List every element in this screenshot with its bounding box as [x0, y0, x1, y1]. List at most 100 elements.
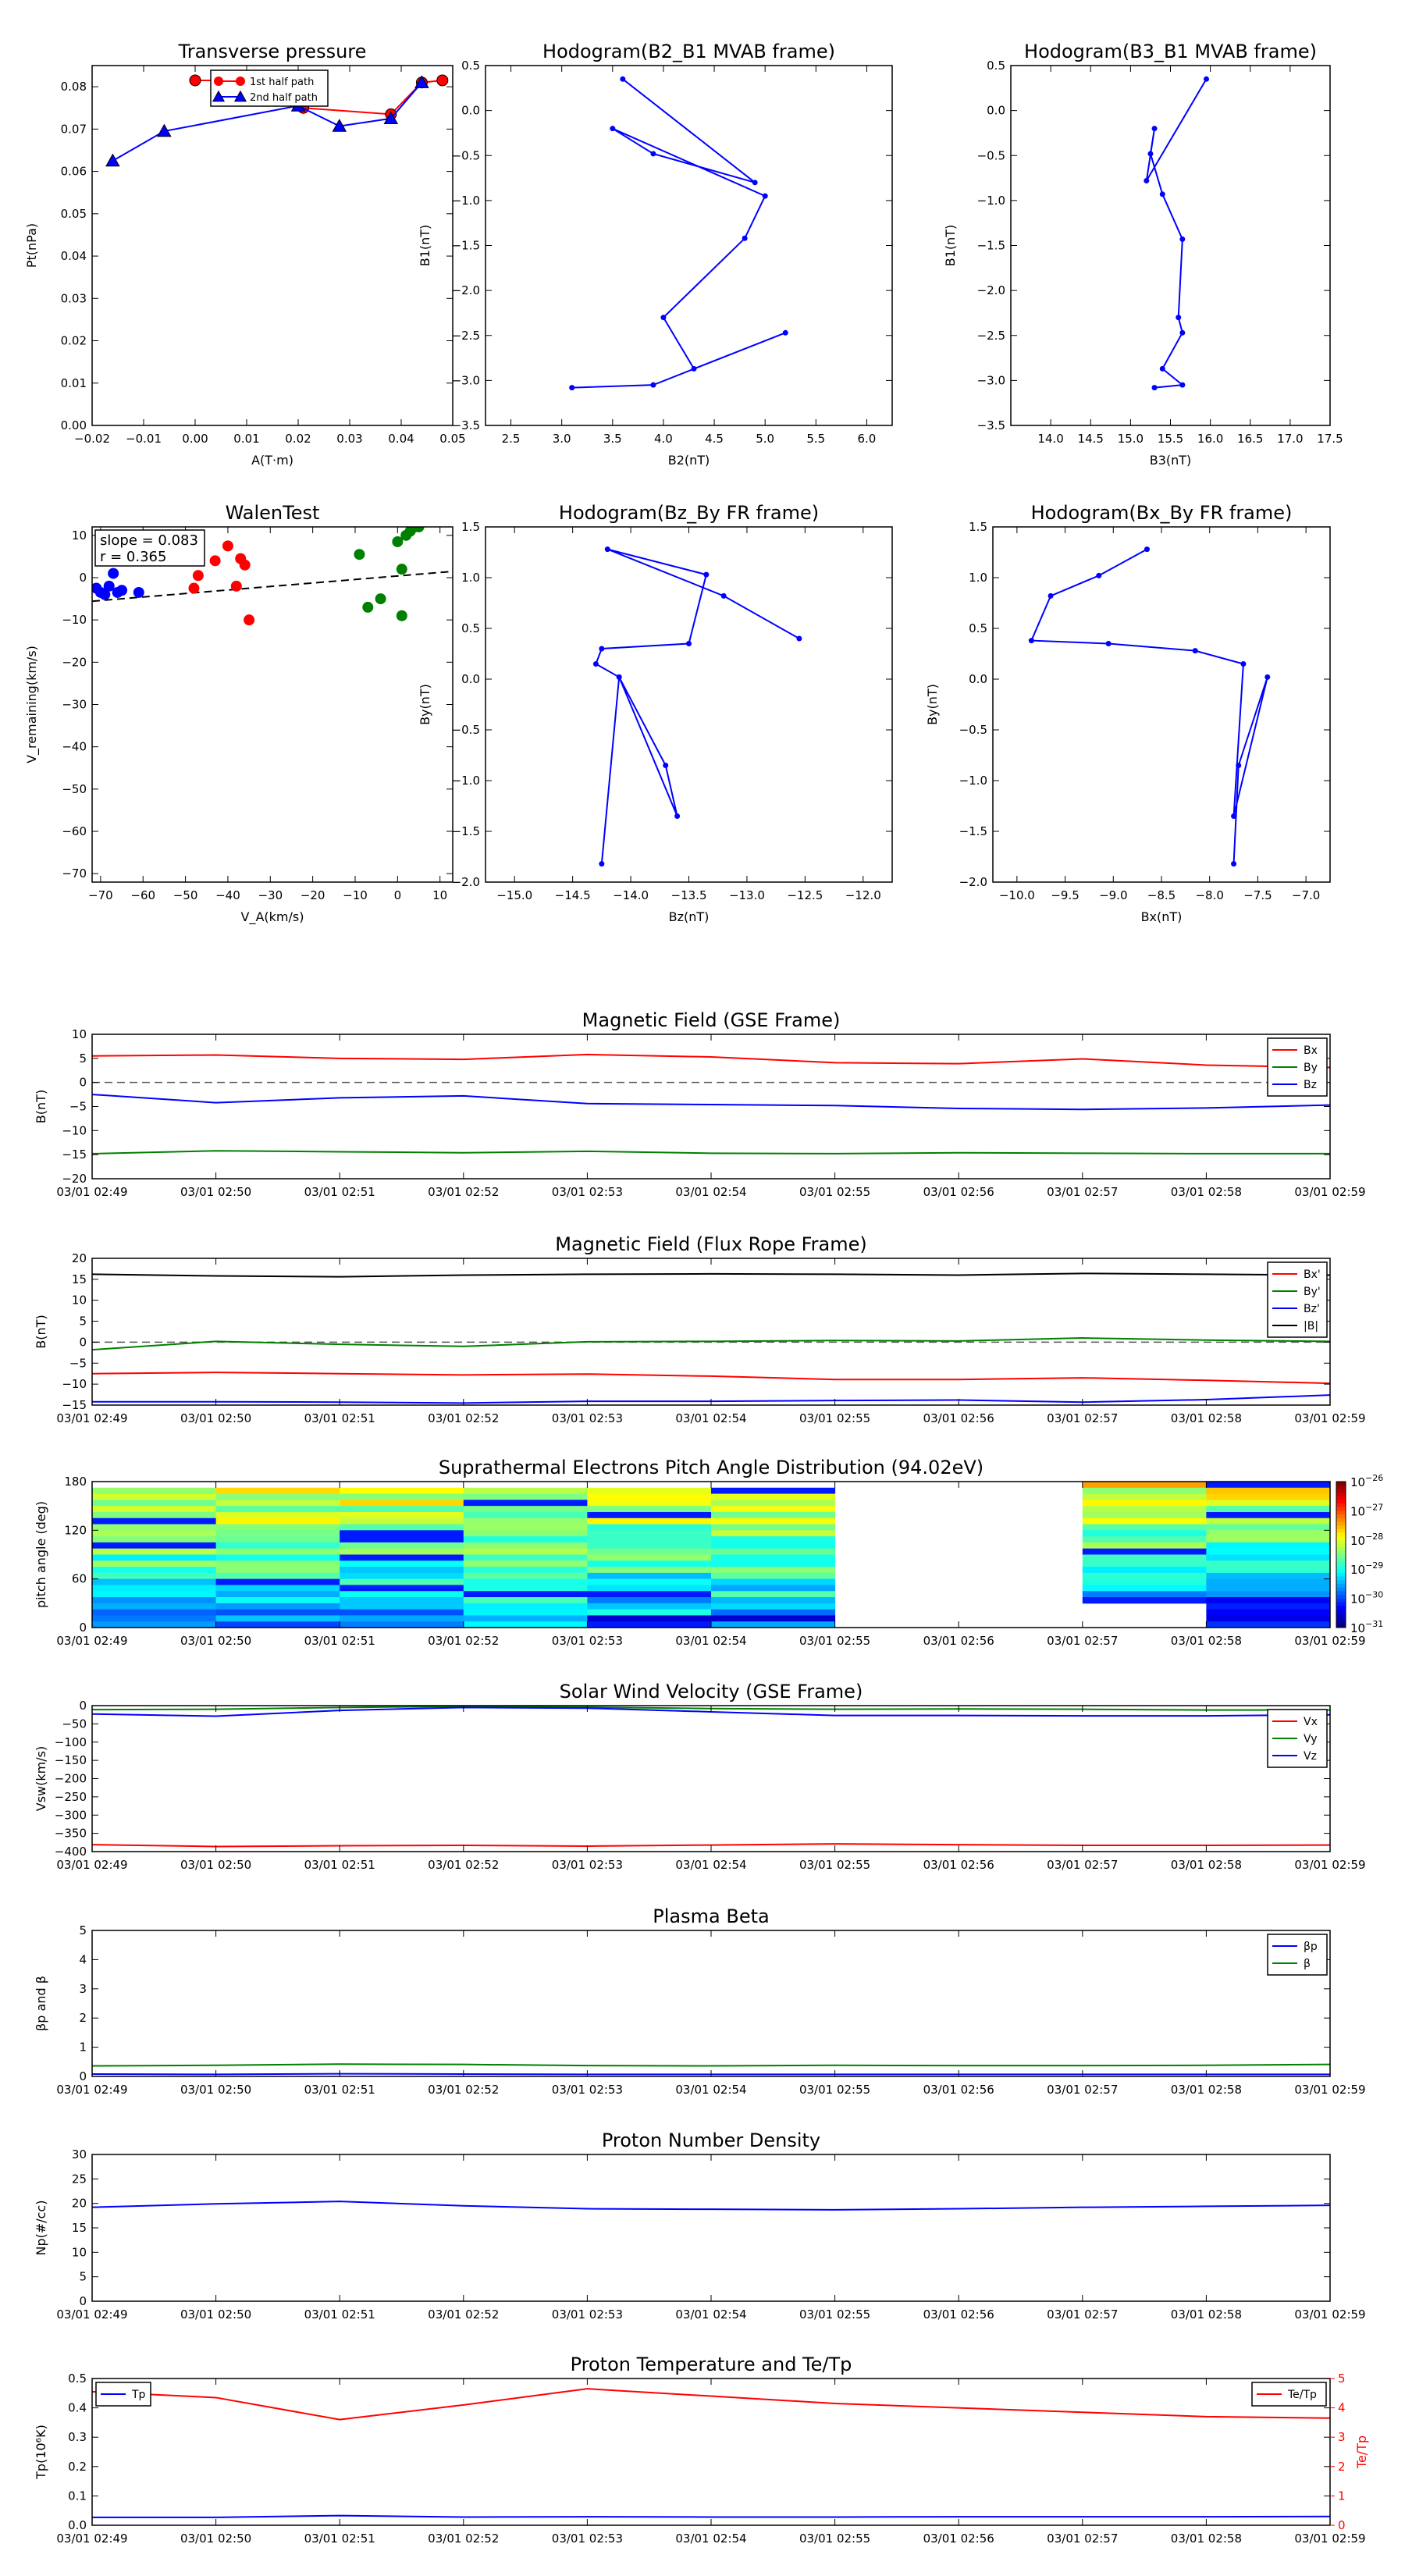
- x-tick-label: −0.02: [74, 432, 110, 446]
- data-point: [209, 555, 221, 567]
- heatmap-cell: [1206, 1542, 1331, 1550]
- data-point: [233, 90, 247, 102]
- heatmap-cell: [340, 1591, 464, 1598]
- heatmap-cell: [1206, 1506, 1331, 1513]
- chart-pad: Suprathermal Electrons Pitch Angle Distr…: [34, 1457, 1383, 1648]
- x-tick-label: 03/01 02:51: [304, 1634, 375, 1648]
- x-tick-label: 03/01 02:57: [1047, 1858, 1118, 1872]
- x-tick-label: 03/01 02:59: [1294, 1185, 1365, 1199]
- y-tick-label: 0: [79, 2294, 87, 2308]
- heatmap-cell: [215, 1609, 340, 1616]
- y-tick-label: −20: [62, 1172, 87, 1186]
- x-tick-label: 03/01 02:52: [428, 2083, 499, 2097]
- heatmap-cell: [1206, 1560, 1331, 1567]
- heatmap-cell: [92, 1530, 217, 1537]
- x-tick-label: −30: [258, 888, 283, 902]
- chart-title: Hodogram(Bx_By FR frame): [1031, 502, 1293, 524]
- series-line: [571, 78, 786, 389]
- x-tick-label: 0: [394, 888, 402, 902]
- x-tick-label: 4.5: [705, 432, 724, 446]
- heatmap-cell: [340, 1493, 464, 1500]
- x-tick-label: −7.5: [1243, 888, 1272, 902]
- axes-frame: [91, 526, 454, 883]
- x-tick-label: 03/01 02:54: [675, 1185, 746, 1199]
- x-tick-label: 0.00: [182, 432, 208, 446]
- x-tick-label: −8.5: [1147, 888, 1176, 902]
- x-tick-label: 03/01 02:59: [1294, 2307, 1365, 2322]
- heatmap-cell: [711, 1578, 836, 1585]
- chart-hodo4: Hodogram(Bx_By FR frame) −10.0 −9.5 −9.0 −8.…: [925, 502, 1331, 924]
- x-tick-label: 03/01 02:51: [304, 1185, 375, 1199]
- heatmap-cell: [463, 1572, 588, 1580]
- heatmap-cell: [463, 1591, 588, 1598]
- plot-area: [1028, 546, 1271, 867]
- x-tick-label: 5.0: [756, 432, 774, 446]
- colorbar-step: [1336, 1503, 1346, 1508]
- y-tick-label: 3: [79, 1982, 87, 1996]
- colorbar-step: [1336, 1561, 1346, 1567]
- y-tick-label: 0.00: [61, 418, 87, 432]
- data-point: [1176, 315, 1182, 321]
- colorbar-step: [1336, 1572, 1346, 1578]
- data-point: [375, 593, 386, 605]
- heatmap-cell: [92, 1591, 217, 1598]
- y-tick-label: 0: [79, 1335, 87, 1349]
- heatmap-cell: [1082, 1585, 1207, 1592]
- chart-hodo2: Hodogram(B3_B1 MVAB frame) 14.0 14.5 15.0 15…: [943, 41, 1343, 468]
- x-tick-label: 0.01: [233, 432, 259, 446]
- chart-title: WalenTest: [226, 502, 320, 524]
- chart-title: Proton Temperature and Te/Tp: [571, 2354, 852, 2375]
- colorbar-frame: [1336, 1481, 1346, 1628]
- y-tick-label: 0.4: [68, 2401, 87, 2415]
- heatmap-cell: [1082, 1591, 1207, 1598]
- y-tick-label: −60: [62, 824, 87, 838]
- series-line-Bx: [92, 1053, 1330, 1069]
- heatmap-cell: [340, 1548, 464, 1555]
- heatmap-cell: [711, 1536, 836, 1543]
- heatmap-cell: [340, 1585, 464, 1592]
- heatmap-cell: [215, 1567, 340, 1574]
- y-tick-label: −400: [55, 1845, 87, 1859]
- y-tick-label: −350: [55, 1827, 87, 1841]
- heatmap-cell: [215, 1500, 340, 1507]
- colorbar-step: [1336, 1525, 1346, 1530]
- y-tick-label: 0.5: [461, 59, 480, 73]
- x-tick-label: 03/01 02:56: [923, 1411, 994, 1425]
- data-point: [720, 592, 727, 599]
- series-line-By: [92, 1150, 1330, 1155]
- heatmap-cell: [1082, 1597, 1207, 1604]
- legend-label: Bx': [1304, 1268, 1321, 1281]
- series-line-: [92, 2063, 1330, 2067]
- y-tick-label: 0: [79, 571, 87, 585]
- colorbar-step: [1336, 1609, 1346, 1614]
- data-point: [103, 580, 115, 592]
- heatmap-cell: [215, 1597, 340, 1604]
- heatmap-cell: [1206, 1621, 1331, 1628]
- data-point: [782, 329, 788, 336]
- data-point: [604, 546, 610, 553]
- series-line-Bx: [92, 1372, 1330, 1385]
- heatmap-cell: [215, 1517, 340, 1525]
- y2-tick-label: 2: [1338, 2460, 1346, 2474]
- x-tick-label: 14.5: [1078, 432, 1104, 446]
- colorbar-step: [1336, 1587, 1346, 1592]
- heatmap-cell: [587, 1560, 712, 1567]
- x-tick-label: 16.0: [1197, 432, 1223, 446]
- series-line-TeTp: [92, 2388, 1330, 2421]
- x-tick-label: 03/01 02:50: [180, 2307, 251, 2322]
- heatmap-cell: [1206, 1524, 1331, 1531]
- heatmap-cell: [587, 1536, 712, 1543]
- heatmap-cell: [215, 1487, 340, 1495]
- y-tick-label: −50: [62, 1717, 87, 1731]
- heatmap-cell: [463, 1615, 588, 1622]
- heatmap-cell: [711, 1585, 836, 1592]
- data-point: [396, 610, 407, 621]
- heatmap-cell: [92, 1500, 217, 1507]
- y-tick-label: −100: [55, 1735, 87, 1749]
- heatmap-cell: [92, 1621, 217, 1628]
- heatmap-cell: [1082, 1530, 1207, 1537]
- colorbar-step: [1336, 1510, 1346, 1515]
- heatmap-cell: [463, 1621, 588, 1628]
- heatmap-cell: [92, 1524, 217, 1531]
